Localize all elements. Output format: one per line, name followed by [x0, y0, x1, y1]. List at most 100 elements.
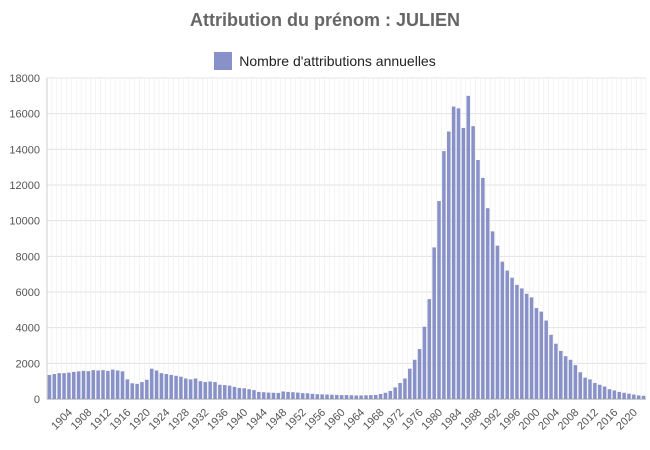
bar-1948[interactable] — [281, 391, 285, 399]
bar-2004[interactable] — [554, 343, 558, 399]
bar-1901[interactable] — [52, 374, 57, 399]
bar-1926[interactable] — [174, 375, 178, 399]
bar-1989[interactable] — [481, 177, 485, 399]
bar-1984[interactable] — [456, 108, 461, 400]
bar-1980[interactable] — [437, 201, 441, 399]
bar-1966[interactable] — [369, 395, 373, 399]
bar-1920[interactable] — [145, 379, 149, 399]
bar-1993[interactable] — [500, 261, 505, 399]
bar-2005[interactable] — [559, 350, 563, 399]
bar-1938[interactable] — [232, 386, 237, 399]
bar-1962[interactable] — [349, 395, 354, 399]
bar-1923[interactable] — [159, 373, 164, 399]
bar-1950[interactable] — [291, 392, 295, 399]
bar-1911[interactable] — [101, 370, 105, 399]
bar-2020[interactable] — [632, 394, 636, 399]
bar-1936[interactable] — [222, 385, 227, 399]
bar-2014[interactable] — [602, 386, 607, 399]
bar-1945[interactable] — [266, 392, 271, 399]
bar-1987[interactable] — [471, 126, 475, 400]
bar-1939[interactable] — [237, 387, 242, 399]
bar-1953[interactable] — [305, 393, 310, 399]
bar-2006[interactable] — [563, 356, 568, 399]
bar-1978[interactable] — [427, 299, 432, 399]
bar-1994[interactable] — [505, 270, 509, 399]
bar-1958[interactable] — [330, 394, 334, 399]
bar-1988[interactable] — [476, 160, 480, 399]
bar-1941[interactable] — [247, 389, 251, 399]
bar-1969[interactable] — [383, 392, 388, 399]
bar-1964[interactable] — [359, 395, 363, 399]
bar-1915[interactable] — [120, 371, 125, 399]
bar-2013[interactable] — [597, 384, 602, 399]
bar-1952[interactable] — [300, 393, 305, 399]
bar-1992[interactable] — [495, 245, 500, 399]
bar-1946[interactable] — [271, 392, 276, 399]
bar-1927[interactable] — [179, 376, 183, 399]
bar-1934[interactable] — [213, 382, 217, 399]
bar-1970[interactable] — [388, 390, 393, 399]
bar-1930[interactable] — [193, 378, 198, 399]
bar-1965[interactable] — [364, 395, 368, 399]
bar-1935[interactable] — [218, 384, 222, 399]
bar-2002[interactable] — [544, 320, 548, 399]
bar-1949[interactable] — [286, 391, 290, 399]
bar-2019[interactable] — [627, 393, 631, 399]
bar-1971[interactable] — [393, 387, 397, 399]
bar-2010[interactable] — [583, 377, 587, 399]
bar-1916[interactable] — [125, 379, 130, 399]
bar-1922[interactable] — [154, 370, 159, 399]
bar-1997[interactable] — [520, 288, 524, 399]
bar-1986[interactable] — [466, 95, 471, 399]
bar-1976[interactable] — [417, 349, 422, 399]
bar-1905[interactable] — [72, 371, 76, 399]
bar-1908[interactable] — [86, 371, 91, 399]
bar-1963[interactable] — [354, 395, 358, 399]
bar-1974[interactable] — [408, 368, 412, 399]
bar-1919[interactable] — [140, 382, 144, 399]
bar-2015[interactable] — [607, 389, 612, 399]
bar-2007[interactable] — [568, 359, 573, 399]
bar-1977[interactable] — [422, 326, 427, 399]
bar-1928[interactable] — [184, 378, 188, 399]
bar-1909[interactable] — [91, 370, 96, 399]
bar-1982[interactable] — [447, 131, 451, 400]
bar-1940[interactable] — [242, 388, 246, 399]
bar-1955[interactable] — [315, 394, 320, 399]
bar-1999[interactable] — [529, 297, 534, 399]
bar-1921[interactable] — [149, 368, 154, 399]
bar-2021[interactable] — [636, 395, 641, 399]
bar-1917[interactable] — [130, 383, 134, 399]
bar-1910[interactable] — [96, 370, 100, 399]
bar-1957[interactable] — [325, 394, 329, 399]
bar-2008[interactable] — [573, 365, 578, 399]
bar-1998[interactable] — [524, 293, 529, 399]
bar-1972[interactable] — [398, 382, 402, 399]
bar-1996[interactable] — [515, 284, 519, 399]
bar-2017[interactable] — [617, 391, 621, 399]
bar-1902[interactable] — [57, 373, 61, 399]
bar-1951[interactable] — [296, 392, 300, 399]
bar-1995[interactable] — [510, 277, 514, 399]
bar-1932[interactable] — [203, 382, 208, 399]
bar-1903[interactable] — [62, 373, 66, 399]
bar-2001[interactable] — [539, 311, 544, 399]
bar-1924[interactable] — [164, 374, 169, 399]
bar-1991[interactable] — [490, 231, 495, 399]
bar-1942[interactable] — [252, 390, 256, 399]
bar-2018[interactable] — [622, 392, 626, 399]
bar-1959[interactable] — [335, 394, 339, 399]
bar-2011[interactable] — [588, 379, 592, 399]
bar-1967[interactable] — [373, 394, 378, 399]
bar-1981[interactable] — [442, 151, 446, 399]
bar-1979[interactable] — [432, 247, 436, 399]
bar-1937[interactable] — [227, 385, 232, 399]
bar-1913[interactable] — [110, 369, 115, 399]
bar-1944[interactable] — [261, 392, 266, 399]
bar-1954[interactable] — [310, 393, 315, 399]
bar-2009[interactable] — [578, 372, 583, 399]
bar-1973[interactable] — [403, 378, 407, 399]
bar-1904[interactable] — [67, 372, 71, 399]
bar-2003[interactable] — [549, 334, 553, 399]
bar-1907[interactable] — [81, 370, 86, 399]
